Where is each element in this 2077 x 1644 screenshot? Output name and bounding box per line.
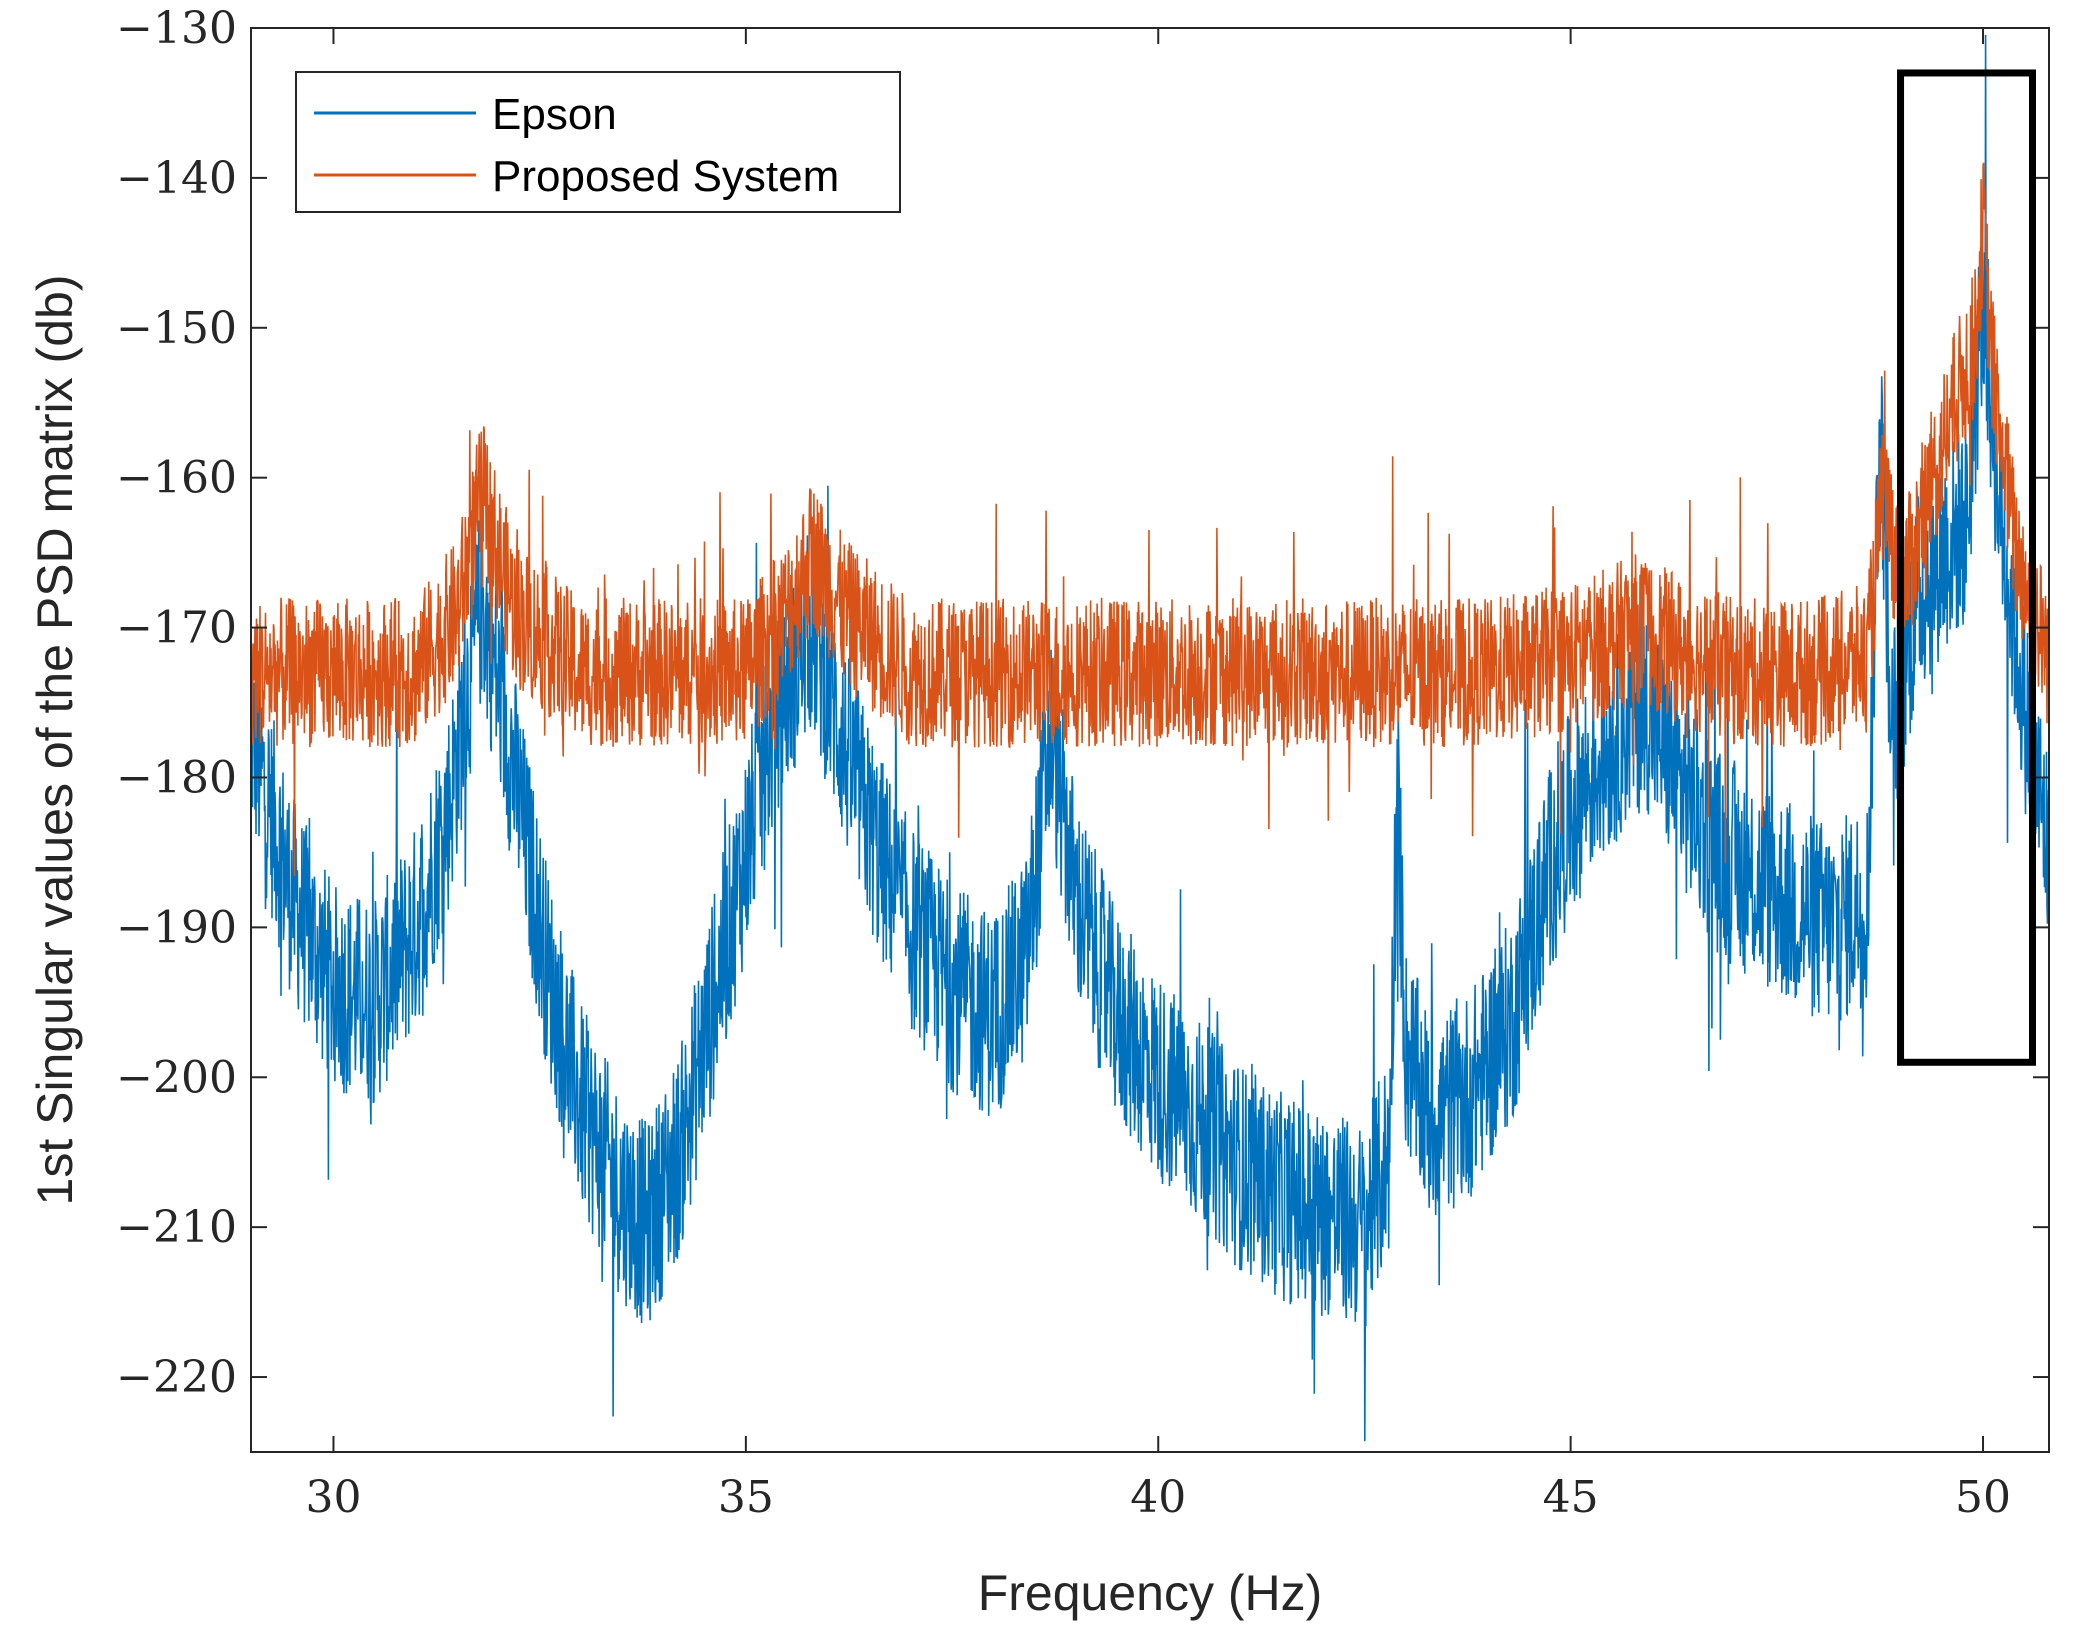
- y-tick-label: −220: [116, 1352, 237, 1403]
- legend: Epson Proposed System: [295, 71, 901, 213]
- highlight-box: [1897, 69, 2037, 1066]
- ticks-layer: 30 35 40 45 50 −130 −140 −150 −160 −170 −180 −190 −2…: [116, 3, 2049, 1523]
- legend-label-proposed-system: Proposed System: [492, 152, 839, 201]
- x-tick-label: 45: [1543, 1472, 1599, 1523]
- y-axis-title: 1st Singular values of the PSD matrix (d…: [27, 275, 83, 1206]
- series-line-proposed-system: [251, 162, 2049, 877]
- x-tick-label: 30: [305, 1472, 361, 1523]
- y-tick-label: −200: [116, 1052, 237, 1103]
- y-tick-label: −190: [116, 902, 237, 953]
- y-tick-label: −160: [116, 453, 237, 504]
- y-tick-label: −130: [116, 3, 237, 54]
- y-tick-label: −140: [116, 153, 237, 204]
- x-tick-label: 40: [1130, 1472, 1186, 1523]
- y-tick-label: −170: [116, 603, 237, 654]
- axes-box: [250, 27, 2050, 1453]
- x-tick-label: 35: [718, 1472, 774, 1523]
- y-tick-label: −210: [116, 1202, 237, 1253]
- series-layer: [251, 34, 2049, 1442]
- y-tick-label: −150: [116, 303, 237, 354]
- y-tick-label: −180: [116, 752, 237, 803]
- series-line-epson: [251, 34, 2049, 1442]
- x-axis-title: Frequency (Hz): [978, 1565, 1323, 1621]
- legend-box: [295, 71, 901, 213]
- x-tick-label: 50: [1955, 1472, 2011, 1523]
- legend-label-epson: Epson: [492, 90, 617, 139]
